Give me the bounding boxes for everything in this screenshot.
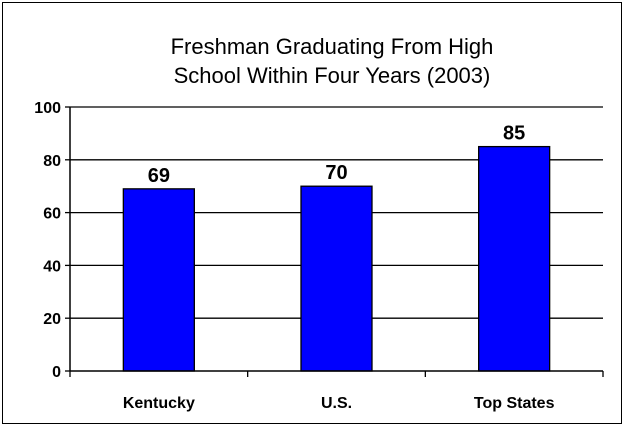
bar <box>300 185 373 372</box>
bar-chart: Freshman Graduating From High School Wit… <box>34 34 604 412</box>
y-tick-label: 0 <box>52 364 61 381</box>
data-labels: 69 70 85 <box>148 123 526 187</box>
x-category-label: Top States <box>474 395 555 412</box>
data-label: 70 <box>325 162 347 184</box>
y-tick-labels: 0 20 40 60 80 100 <box>34 100 61 381</box>
y-tick-label: 60 <box>43 206 61 223</box>
y-tick-label: 100 <box>34 100 61 117</box>
bar <box>478 145 551 372</box>
y-tick-label: 80 <box>43 153 61 170</box>
chart-title: Freshman Graduating From High School Wit… <box>171 34 494 88</box>
bar <box>122 188 195 372</box>
y-tick-label: 20 <box>43 311 61 328</box>
x-category-label: U.S. <box>321 395 352 412</box>
chart-frame: Freshman Graduating From High School Wit… <box>2 2 622 424</box>
chart-title-line-2: School Within Four Years (2003) <box>174 63 491 88</box>
data-label: 85 <box>503 123 525 145</box>
axes <box>65 106 604 377</box>
data-label: 69 <box>148 165 170 187</box>
x-category-label: Kentucky <box>123 395 195 412</box>
y-tick-label: 40 <box>43 258 61 275</box>
chart-title-line-1: Freshman Graduating From High <box>171 34 494 59</box>
bars <box>122 145 551 372</box>
x-category-labels: Kentucky U.S. Top States <box>123 395 555 412</box>
